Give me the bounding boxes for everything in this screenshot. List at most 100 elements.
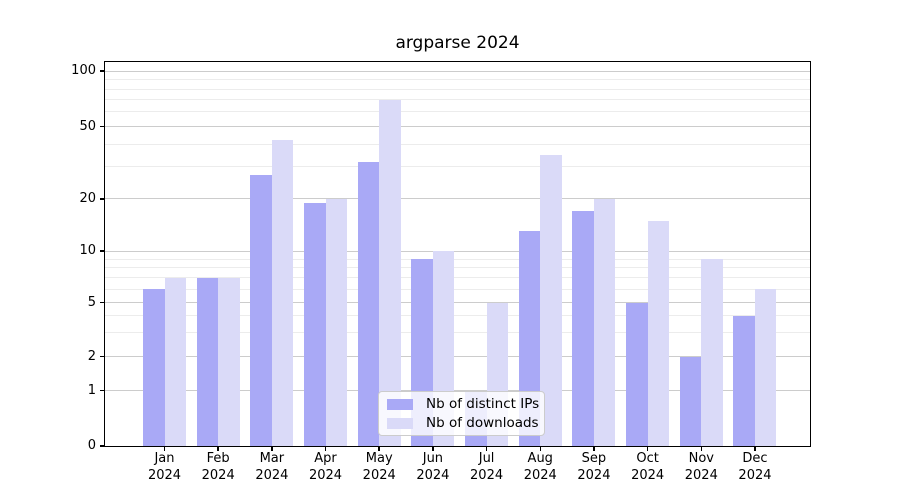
major-gridline — [105, 126, 810, 127]
x-tick-year: 2024 — [201, 467, 235, 483]
x-tick-label: Mar 2024 — [240, 451, 304, 484]
y-tick-label: 2 — [87, 348, 96, 364]
x-tick-label: Nov 2024 — [669, 451, 733, 484]
x-tick-year: 2024 — [470, 467, 504, 483]
bar — [218, 277, 240, 446]
legend-label: Nb of downloads — [426, 414, 539, 431]
bar — [733, 315, 755, 446]
bar — [164, 277, 186, 446]
x-tick-mark — [163, 446, 166, 451]
bar — [626, 302, 648, 446]
minor-gridline — [105, 143, 810, 145]
bar — [754, 289, 777, 446]
x-tick-month: Sep — [581, 451, 607, 466]
y-tick-label: 100 — [71, 63, 96, 79]
x-tick-label: Sep 2024 — [562, 451, 626, 484]
x-tick-mark — [700, 446, 703, 451]
x-tick-mark — [646, 446, 649, 451]
chart-title: argparse 2024 — [395, 33, 520, 53]
x-tick-year: 2024 — [738, 467, 772, 483]
y-tick-label: 10 — [79, 243, 96, 259]
major-gridline — [105, 70, 810, 72]
x-tick-year: 2024 — [362, 467, 396, 483]
y-tick-label: 1 — [87, 382, 96, 398]
y-tick-mark — [100, 198, 105, 200]
x-tick-month: Nov — [688, 451, 714, 466]
y-tick-label: 20 — [79, 190, 96, 206]
legend-row: Nb of downloads — [387, 414, 544, 431]
x-tick-year: 2024 — [523, 467, 557, 483]
x-tick-label: Dec 2024 — [723, 451, 787, 484]
bar — [196, 277, 219, 446]
x-tick-month: Apr — [314, 451, 337, 466]
x-tick-month: Mar — [259, 451, 285, 466]
legend-label: Nb of distinct IPs — [426, 395, 540, 412]
major-gridline — [105, 250, 810, 252]
y-tick-label: 5 — [87, 294, 96, 310]
x-tick-month: Jan — [154, 451, 175, 466]
x-tick-label: Jan 2024 — [133, 451, 197, 484]
y-tick-mark — [100, 125, 105, 128]
major-gridline — [105, 302, 810, 303]
x-tick-mark — [271, 446, 273, 451]
plot-area — [100, 61, 811, 451]
minor-gridline — [105, 111, 810, 113]
minor-gridline — [105, 315, 810, 317]
bar — [540, 154, 562, 446]
x-tick-label: Aug 2024 — [508, 451, 572, 484]
y-tick-label: 0 — [87, 438, 96, 453]
x-tick-month: Aug — [527, 451, 553, 466]
x-tick-year: 2024 — [684, 467, 718, 483]
x-tick-year: 2024 — [147, 467, 182, 483]
major-gridline — [105, 198, 810, 200]
x-tick-month: May — [365, 451, 393, 466]
x-tick-year: 2024 — [577, 467, 611, 483]
x-tick-mark — [485, 446, 488, 451]
bar — [143, 289, 165, 446]
minor-gridline — [105, 99, 810, 101]
x-tick-mark — [432, 446, 434, 451]
x-tick-label: Oct 2024 — [616, 451, 680, 484]
legend-swatch-downloads — [387, 417, 413, 429]
x-tick-mark — [539, 446, 541, 451]
y-tick-mark — [100, 70, 105, 72]
y-tick-mark — [100, 301, 105, 304]
x-tick-mark — [378, 446, 380, 451]
x-tick-mark — [217, 446, 219, 451]
x-tick-mark — [324, 446, 327, 451]
minor-gridline — [105, 88, 810, 90]
major-gridline — [105, 356, 810, 357]
bar — [647, 220, 670, 446]
bar — [271, 140, 294, 446]
y-tick-label: 50 — [79, 118, 96, 134]
bar — [572, 211, 594, 446]
minor-gridline — [105, 267, 810, 269]
x-tick-month: Oct — [636, 451, 659, 466]
x-tick-label: Jul 2024 — [455, 451, 519, 484]
x-tick-year: 2024 — [255, 467, 289, 483]
x-tick-year: 2024 — [416, 467, 450, 483]
minor-gridline — [105, 332, 810, 334]
bar — [379, 99, 401, 446]
bar — [250, 175, 272, 446]
x-tick-month: Jul — [478, 451, 495, 466]
y-tick-mark — [100, 445, 105, 447]
major-gridline — [105, 390, 810, 391]
x-tick-label: Apr 2024 — [294, 451, 358, 484]
minor-gridline — [105, 288, 810, 290]
bar — [679, 356, 702, 446]
bar — [325, 198, 348, 446]
legend-swatch-distinct-ips — [387, 398, 413, 410]
minor-gridline — [105, 166, 810, 168]
y-tick-mark — [100, 355, 105, 358]
bar — [357, 161, 380, 446]
minor-gridline — [105, 79, 810, 81]
y-tick-mark — [100, 250, 105, 252]
minor-gridline — [105, 277, 810, 279]
legend: Nb of distinct IPs Nb of downloads — [378, 391, 545, 436]
bar — [304, 202, 326, 446]
bar — [593, 198, 616, 446]
x-tick-year: 2024 — [631, 467, 665, 483]
x-tick-mark — [754, 446, 756, 451]
